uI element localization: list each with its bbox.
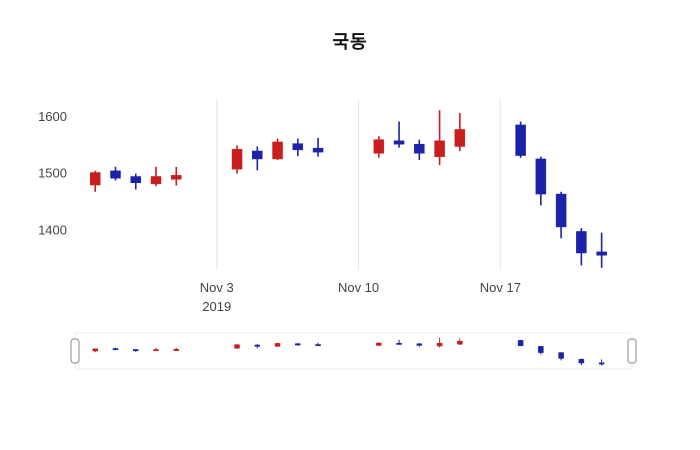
slider-candle-body <box>396 342 402 345</box>
main-candle-body <box>414 143 425 154</box>
slider-candle-body <box>376 342 382 346</box>
x-tick-label: Nov 10 <box>338 280 379 295</box>
main-candle-body <box>130 176 142 183</box>
main-candle-body <box>292 143 304 151</box>
main-candle-body <box>535 158 547 195</box>
y-tick-label: 1600 <box>38 109 67 124</box>
y-tick-label: 1500 <box>38 166 67 181</box>
rangeslider-handle-right[interactable] <box>627 338 637 364</box>
main-candle-body <box>393 140 405 145</box>
y-tick-label: 1400 <box>38 222 67 237</box>
slider-candle-body <box>234 344 240 349</box>
x-tick-sublabel: 2019 <box>202 299 231 314</box>
slider-candle-body <box>153 349 159 352</box>
x-tick-label: Nov 17 <box>480 280 521 295</box>
main-candle-body <box>171 175 182 180</box>
slider-candle-body <box>254 344 261 347</box>
slider-candle-body <box>92 348 99 352</box>
slider-candle-body <box>274 343 281 347</box>
slider-candle-body <box>173 349 180 351</box>
slider-candle-body <box>558 352 564 359</box>
main-candle-body <box>454 129 466 147</box>
chart-title: 국동 <box>332 32 368 52</box>
slider-candle-body <box>295 343 301 346</box>
main-candle-body <box>252 150 263 160</box>
main-candle-body <box>373 139 385 154</box>
rangeslider-handle-left[interactable] <box>70 338 80 364</box>
slider-candle-body <box>416 343 423 346</box>
slider-candle-body <box>436 342 443 347</box>
main-candle-body <box>272 141 283 160</box>
main-candle-body <box>515 124 526 156</box>
main-candle-body <box>555 193 567 228</box>
x-tick-label: Nov 3 <box>200 280 234 295</box>
main-candle-body <box>312 147 324 153</box>
main-candle-body <box>576 231 587 254</box>
main-candle-body <box>90 172 101 186</box>
main-candle-body <box>110 170 121 179</box>
main-candle-body <box>231 149 243 170</box>
slider-candle-body <box>538 346 544 353</box>
slider-candle-body <box>133 349 139 352</box>
slider-candle-body <box>315 344 321 347</box>
main-candle-body <box>434 140 445 157</box>
slider-candle-body <box>457 340 463 345</box>
main-candle-body <box>596 251 607 256</box>
slider-candle-body <box>578 358 585 364</box>
slider-candle-body <box>598 362 605 365</box>
slider-candle-body <box>517 340 524 347</box>
slider-candle-body <box>112 348 119 351</box>
main-candle-body <box>150 176 162 185</box>
